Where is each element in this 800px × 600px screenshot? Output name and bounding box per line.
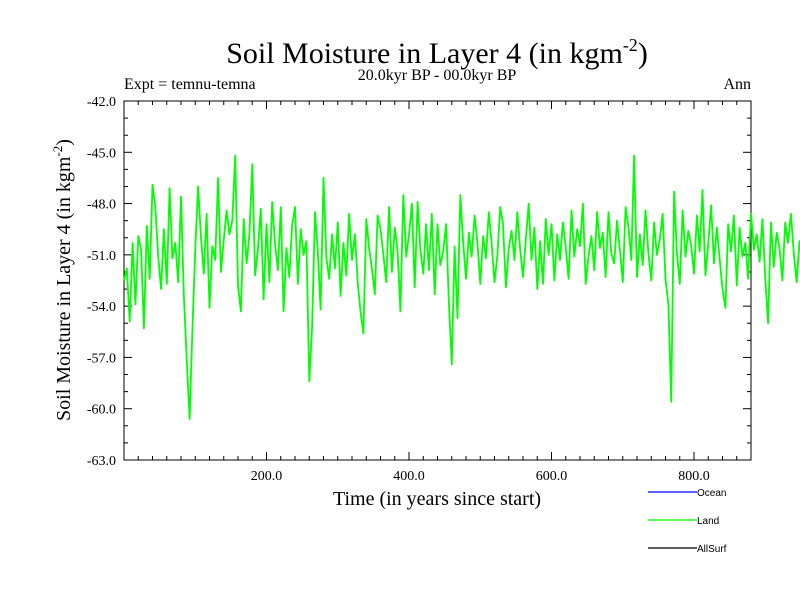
y-tick-label: -63.0 [87, 454, 116, 469]
y-axis-label: Soil Moisture in Layer 4 (in kgm-2) [50, 139, 75, 421]
subtitle-experiment: Expt = temnu-temna [124, 76, 256, 93]
series-line-land [123, 154, 800, 420]
y-tick-label: -60.0 [87, 403, 116, 418]
subtitle-season: Ann [723, 76, 751, 93]
chart-title: Soil Moisture in Layer 4 (in kgm-2) [226, 35, 648, 70]
legend-label-land: Land [697, 516, 719, 527]
y-axis-label-sup: -2 [50, 146, 65, 157]
y-tick-label: -48.0 [87, 198, 116, 213]
plot-area [123, 100, 752, 461]
y-tick-label: -57.0 [87, 351, 116, 366]
chart-title-close: ) [638, 37, 648, 70]
legend-label-allsurf: AllSurf [697, 544, 727, 555]
y-tick-label: -42.0 [87, 95, 116, 110]
x-tick-label: 200.0 [251, 469, 283, 484]
legend-label-ocean: Ocean [697, 488, 726, 499]
chart-title-sup: -2 [623, 35, 638, 55]
x-axis-label: Time (in years since start) [333, 488, 541, 510]
x-axis: 200.0 400.0 600.0 800.0 [137, 101, 738, 484]
y-axis: -63.0 -60.0 -57.0 -54.0 -51.0 -48.0 -45.0 -42.0 [87, 95, 751, 469]
y-axis-label-main: Soil Moisture in Layer 4 (in kgm [53, 156, 75, 421]
y-tick-label: -51.0 [87, 249, 116, 264]
x-tick-label: 600.0 [536, 469, 568, 484]
chart-title-main: Soil Moisture in Layer 4 (in kgm [226, 37, 623, 70]
y-tick-label: -54.0 [87, 300, 116, 315]
series-land [123, 154, 800, 420]
y-axis-label-close: ) [53, 139, 75, 146]
subtitle-period: 20.0kyr BP - 00.0kyr BP [358, 67, 517, 84]
y-tick-label: -45.0 [87, 146, 116, 161]
x-tick-label: 400.0 [393, 469, 425, 484]
legend: Ocean Land AllSurf [648, 488, 727, 555]
x-tick-label: 800.0 [678, 469, 710, 484]
